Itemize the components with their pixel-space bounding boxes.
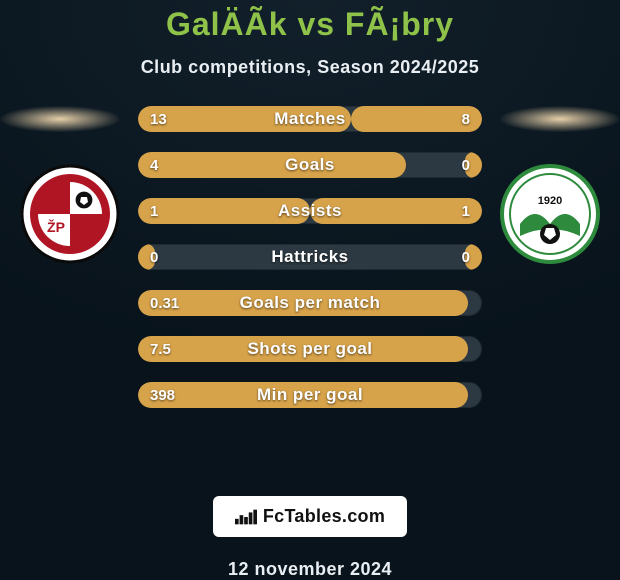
comparison-stage: ŽP 1920 138Matches40Goals11Assists00Hatt…: [0, 106, 620, 162]
stat-row: 398Min per goal: [138, 382, 482, 408]
shield-icon: ŽP: [20, 164, 120, 264]
date-text: 12 november 2024: [228, 559, 392, 580]
bar-fill-left: [138, 244, 155, 270]
stat-row: 7.5Shots per goal: [138, 336, 482, 362]
stat-row: 00Hattricks: [138, 244, 482, 270]
bar-fill-left: [138, 106, 351, 132]
platform-left: [0, 106, 120, 132]
stat-bars: 138Matches 40Goals 11Assists 00Hattricks 0.3…: [138, 106, 482, 408]
bar-fill-left: [138, 382, 468, 408]
chart-bars-icon: [235, 509, 257, 525]
page-title: GalÄÃ­k vs FÃ¡bry: [166, 6, 454, 43]
bar-fill-right: [310, 198, 482, 224]
bar-fill-left: [138, 336, 468, 362]
team-badge-left: ŽP: [20, 164, 120, 264]
brand-tag: FcTables.com: [213, 496, 407, 537]
shield-icon: 1920: [500, 164, 600, 264]
stat-row: 11Assists: [138, 198, 482, 224]
bar-fill-right: [465, 152, 482, 178]
bar-fill-left: [138, 198, 310, 224]
bar-fill-right: [351, 106, 482, 132]
platform-right: [500, 106, 620, 132]
content: GalÄÃ­k vs FÃ¡bry Club competitions, Sea…: [0, 0, 620, 580]
team-badge-right: 1920: [500, 164, 600, 264]
bar-fill-left: [138, 152, 406, 178]
stat-row: 0.31Goals per match: [138, 290, 482, 316]
bar-fill-right: [465, 244, 482, 270]
stat-label: Hattricks: [138, 244, 482, 270]
badge-year: 1920: [538, 195, 562, 207]
subtitle: Club competitions, Season 2024/2025: [141, 57, 480, 78]
stat-row: 40Goals: [138, 152, 482, 178]
stat-row: 138Matches: [138, 106, 482, 132]
bar-fill-left: [138, 290, 468, 316]
brand-text: FcTables.com: [263, 506, 385, 527]
svg-text:ŽP: ŽP: [47, 218, 65, 235]
